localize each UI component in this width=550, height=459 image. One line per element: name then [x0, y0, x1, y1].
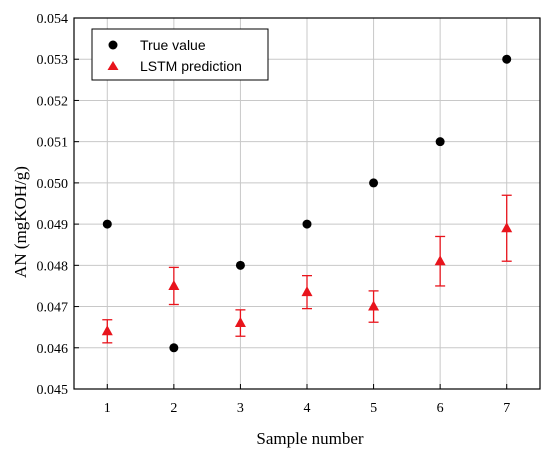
lstm-prediction-point	[101, 325, 113, 336]
x-tick-label: 3	[237, 401, 244, 416]
x-tick-label: 2	[170, 401, 177, 416]
y-tick-label: 0.046	[37, 342, 69, 357]
y-tick-label: 0.049	[37, 218, 69, 233]
lstm-prediction-point	[368, 300, 380, 311]
lstm-prediction-point	[301, 286, 313, 297]
legend: True value LSTM prediction	[91, 28, 269, 81]
x-tick-label: 6	[437, 401, 444, 416]
legend-marker-true-value	[108, 40, 118, 50]
lstm-prediction-point	[501, 222, 513, 233]
true-value-point	[369, 178, 379, 188]
data-marks	[101, 54, 513, 353]
y-tick-label: 0.048	[37, 259, 69, 274]
true-value-point	[502, 54, 512, 64]
true-value-point	[435, 137, 445, 147]
lstm-prediction-point	[168, 279, 180, 290]
x-tick-label: 4	[304, 401, 311, 416]
x-axis-title: Sample number	[256, 429, 364, 448]
y-axis-title: AN (mgKOH/g)	[11, 166, 30, 278]
lstm-prediction-point	[434, 255, 446, 266]
legend-label-lstm-prediction: LSTM prediction	[140, 58, 242, 74]
y-tick-label: 0.053	[37, 53, 69, 68]
legend-box	[91, 28, 269, 81]
x-tick-label: 5	[370, 401, 377, 416]
legend-marker-lstm-prediction	[107, 61, 119, 70]
lstm-prediction-point	[234, 317, 246, 328]
true-value-point	[102, 219, 112, 229]
true-value-point	[235, 260, 245, 270]
true-value-point	[302, 219, 312, 229]
x-tick-label: 1	[104, 401, 111, 416]
plot-frame	[73, 17, 541, 390]
y-tick-label: 0.050	[37, 177, 69, 192]
y-tick-label: 0.045	[37, 383, 69, 398]
legend-label-true-value: True value	[140, 37, 206, 53]
x-tick-label: 7	[503, 401, 510, 416]
x-axis-ticks: 1 2 3 4 5 6 7	[104, 384, 510, 416]
y-tick-label: 0.047	[37, 301, 69, 316]
y-tick-label: 0.052	[37, 94, 69, 109]
y-tick-label: 0.054	[37, 12, 69, 27]
y-axis-ticks: 0.045 0.046 0.047 0.048 0.049 0.050 0.051 0.052…	[37, 12, 79, 398]
y-tick-label: 0.051	[37, 136, 69, 151]
true-value-point	[169, 343, 179, 353]
